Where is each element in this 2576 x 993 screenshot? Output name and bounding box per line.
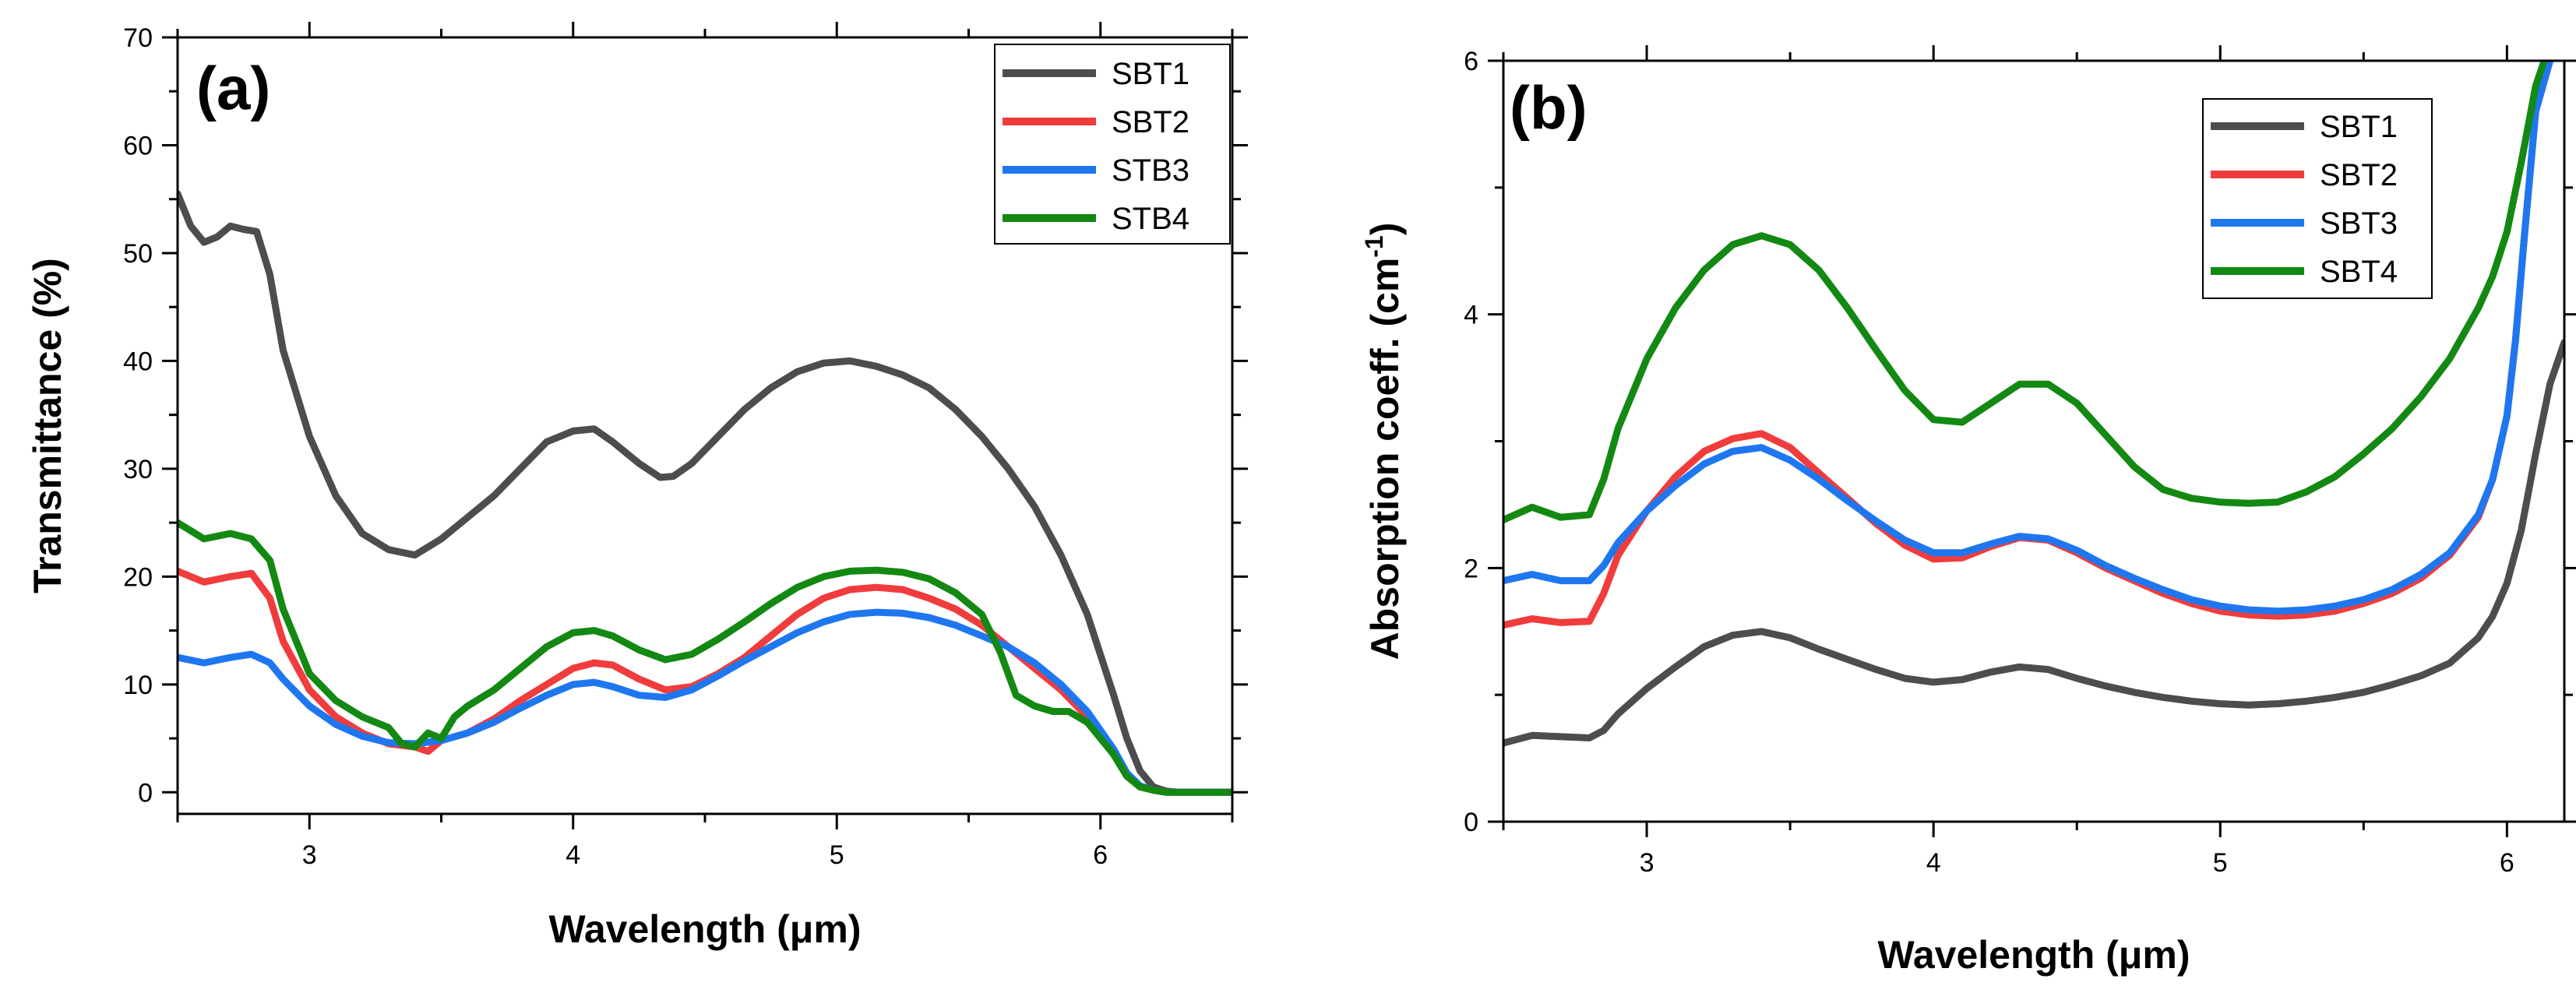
series-group	[178, 190, 1232, 796]
x-tick-label: 5	[2213, 848, 2228, 878]
y-axis-title-main: Absorption coeff. (cm	[1363, 258, 1407, 660]
x-tick-label: 6	[2500, 848, 2514, 878]
legend-label-stb3: STB3	[1112, 153, 1189, 188]
y-tick-label: 70	[123, 23, 153, 53]
series-line-sbt3	[1503, 61, 2554, 615]
y-axis-title-superscript: -1	[1360, 235, 1388, 257]
y-axis-title-suffix: )	[1363, 223, 1407, 236]
legend: SBT1 SBT2 SBT3 SBT4	[2202, 98, 2433, 299]
legend-label-sbt2: SBT2	[2320, 158, 2398, 192]
series-line-sbt1	[1503, 339, 2564, 747]
series-line-sbt1	[178, 190, 1232, 796]
y-tick-label: 30	[123, 455, 153, 484]
y-axis-title-main: Transmittance (%)	[26, 258, 69, 593]
y-tick-label: 0	[1464, 808, 1478, 837]
y-axis-title: Absorption coeff. (cm-1)	[1360, 223, 1407, 660]
legend-box	[994, 44, 1231, 245]
legend-box	[2202, 98, 2433, 299]
series-line-sbt4	[1503, 61, 2548, 523]
x-tick-label: 6	[1093, 840, 1108, 870]
series-line-stb3	[178, 608, 1232, 796]
legend-label-sbt2: SBT2	[1112, 105, 1189, 139]
y-tick-label: 4	[1464, 301, 1478, 330]
chart-panel-b: 3 4 5 6 0 2 4 6 Wavelength (μm) Absorption coeff.…	[1360, 45, 2576, 977]
x-axis-title: Wavelength (μm)	[1878, 933, 2190, 977]
legend: SBT1 SBT2 STB3 STB4	[994, 44, 1231, 245]
y-tick-label: 6	[1464, 47, 1478, 76]
y-tick-label: 10	[123, 671, 153, 700]
y-tick-label: 20	[123, 562, 153, 592]
panel-label: (b)	[1510, 73, 1588, 142]
series-group	[1503, 61, 2564, 747]
legend-label-sbt4: SBT4	[2320, 255, 2398, 289]
y-tick-label: 2	[1464, 554, 1478, 583]
y-tick-label: 50	[123, 239, 153, 269]
panel-label: (a)	[196, 54, 270, 122]
y-tick-label: 0	[138, 778, 153, 808]
x-tick-label: 3	[302, 840, 317, 870]
x-tick-label: 4	[1926, 848, 1941, 878]
legend-label-stb4: STB4	[1112, 202, 1189, 236]
y-tick-label: 40	[123, 347, 153, 376]
series-line-stb4	[178, 519, 1232, 796]
legend-label-sbt1: SBT1	[2320, 110, 2398, 144]
y-tick-label: 60	[123, 131, 153, 160]
x-tick-label: 5	[830, 840, 844, 870]
x-axis-title: Wavelength (μm)	[549, 907, 862, 951]
legend-label-sbt1: SBT1	[1112, 57, 1189, 91]
x-tick-label: 4	[566, 840, 580, 870]
x-tick-label: 3	[1640, 848, 1654, 878]
y-axis-title: Transmittance (%)	[26, 258, 69, 593]
legend-label-sbt3: SBT3	[2320, 206, 2398, 241]
